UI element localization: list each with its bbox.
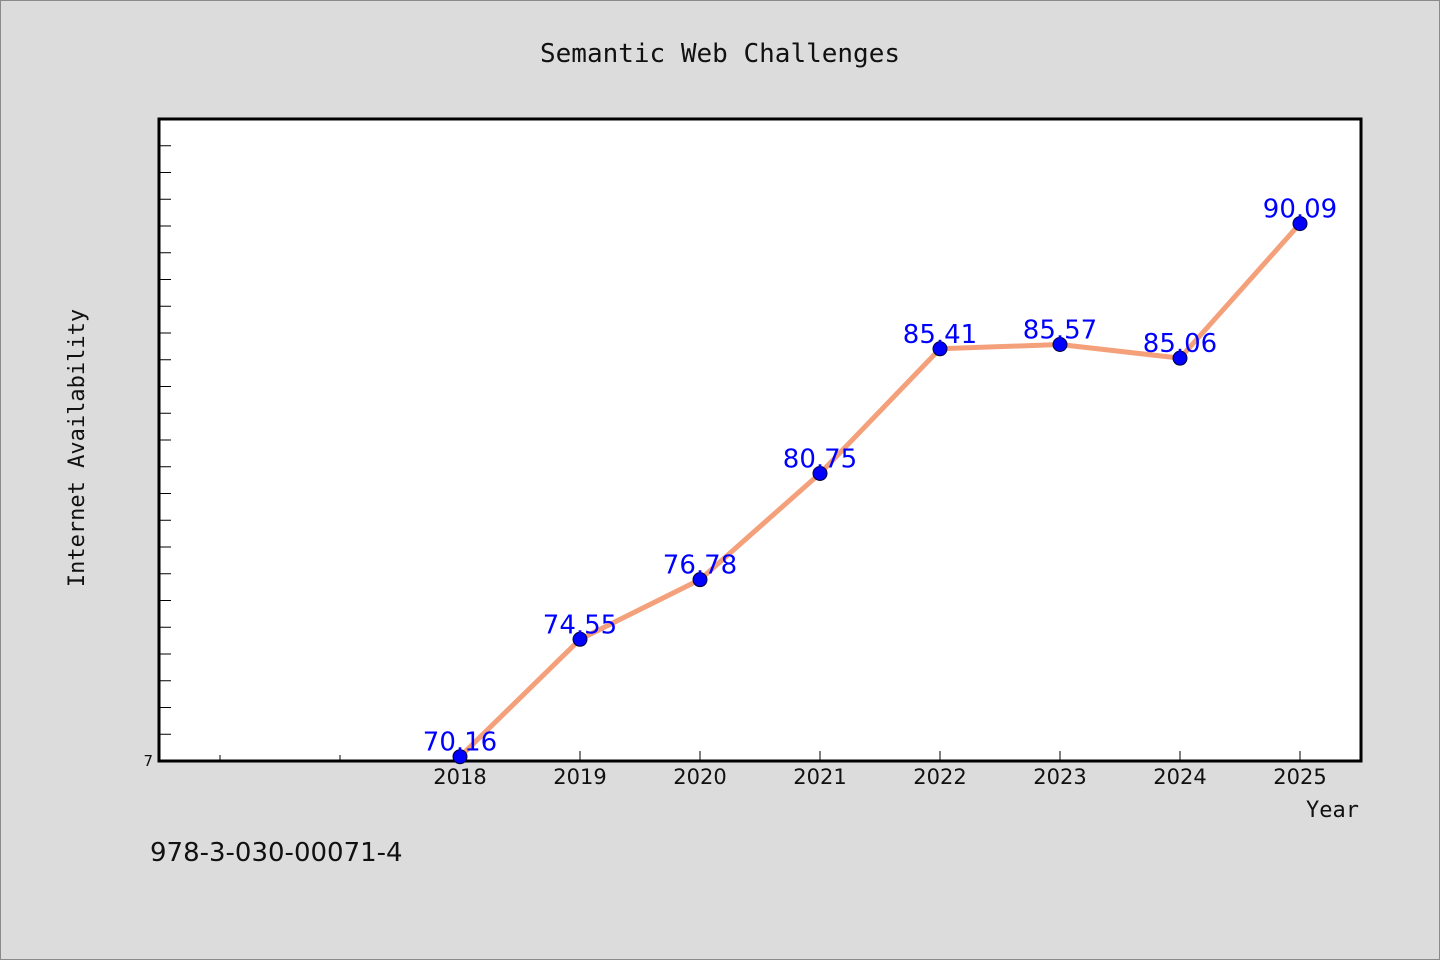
x-tick-label: 2020 bbox=[673, 765, 726, 789]
series-line-group bbox=[457, 221, 1303, 760]
data-point bbox=[932, 341, 948, 357]
y-axis-ticks: 7 bbox=[143, 145, 171, 770]
y-tick-label: 7 bbox=[143, 752, 153, 770]
plot-area bbox=[157, 117, 1363, 763]
x-tick-label: 2023 bbox=[1033, 765, 1086, 789]
data-point bbox=[572, 631, 588, 647]
data-labels: 70.16 74.55 76.78 80.75 85.41 85.57 85.06 90.09 bbox=[423, 195, 1337, 758]
series-line bbox=[457, 221, 1303, 760]
data-point bbox=[692, 572, 708, 588]
data-label: 76.78 bbox=[663, 551, 737, 581]
data-label: 74.55 bbox=[543, 610, 617, 640]
x-tick-label: 2019 bbox=[553, 765, 606, 789]
chart-title: Semantic Web Challenges bbox=[540, 39, 900, 69]
data-point bbox=[1052, 337, 1068, 353]
x-tick-label: 2022 bbox=[913, 765, 966, 789]
data-label: 85.06 bbox=[1143, 329, 1217, 359]
y-axis-label: Internet Availability bbox=[65, 309, 90, 587]
data-label: 80.75 bbox=[783, 444, 857, 474]
x-tick-label: 2021 bbox=[793, 765, 846, 789]
x-tick-label: 2024 bbox=[1153, 765, 1206, 789]
footer-code: 978-3-030-00071-4 bbox=[150, 838, 403, 868]
data-label: 85.41 bbox=[903, 320, 977, 350]
data-label: 85.57 bbox=[1023, 316, 1097, 346]
x-tick-label: 2025 bbox=[1273, 765, 1326, 789]
data-point bbox=[452, 749, 468, 765]
x-axis-ticks: 2018 2019 2020 2021 2022 2023 2024 2025 bbox=[219, 751, 1327, 789]
data-label: 90.09 bbox=[1263, 195, 1337, 225]
data-points bbox=[452, 216, 1308, 765]
data-point bbox=[1292, 216, 1308, 232]
x-axis-label: Year bbox=[1306, 798, 1359, 823]
data-label: 70.16 bbox=[423, 728, 497, 758]
data-point bbox=[1172, 350, 1188, 366]
x-tick-label: 2018 bbox=[433, 765, 486, 789]
data-point bbox=[812, 465, 828, 481]
